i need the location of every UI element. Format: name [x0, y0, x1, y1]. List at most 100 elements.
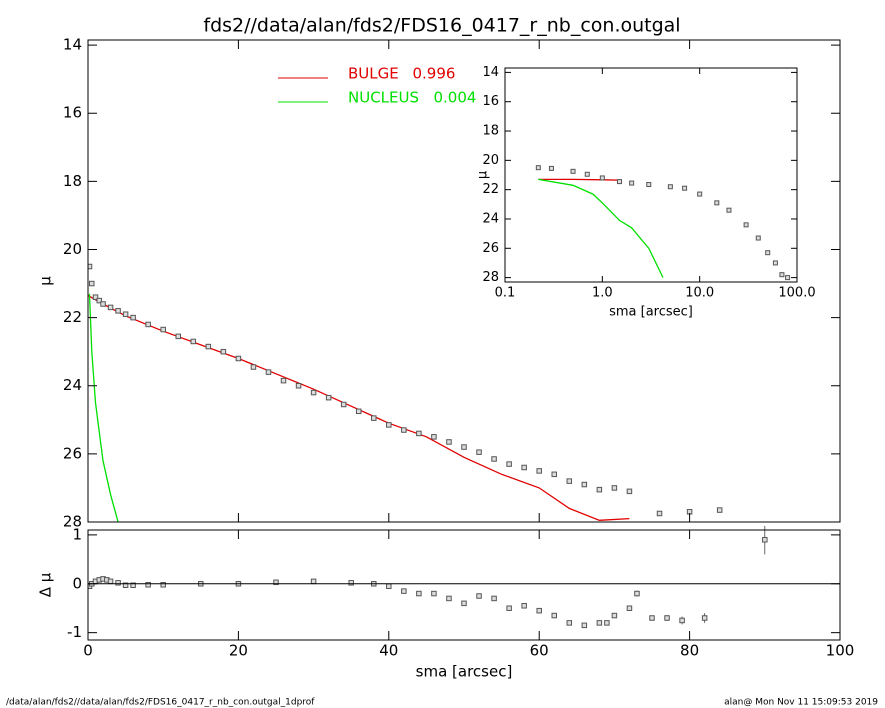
data-point — [325, 394, 332, 401]
data-point — [616, 179, 622, 185]
data-point — [772, 260, 778, 266]
inset-background — [505, 68, 797, 282]
data-point — [566, 478, 573, 484]
data-point — [701, 615, 708, 621]
data-point — [535, 165, 541, 171]
data-point — [250, 364, 257, 370]
data-point — [145, 321, 151, 328]
data-point — [122, 311, 129, 317]
x-axis-label: sma [arcsec] — [609, 305, 693, 320]
plot-frame — [87, 39, 841, 523]
data-point — [96, 297, 103, 304]
data-point — [755, 235, 761, 241]
x-tick-label: 10.0 — [685, 286, 714, 301]
data-point — [664, 615, 670, 621]
y-tick-label: 20 — [482, 153, 499, 168]
model-line — [88, 293, 119, 522]
legend-label: NUCLEUS — [348, 89, 419, 107]
y-tick-label: 24 — [482, 211, 499, 226]
data-point — [491, 456, 497, 462]
data-point — [611, 485, 618, 491]
data-point — [175, 333, 181, 340]
data-point — [401, 588, 407, 594]
y-tick-label: 18 — [63, 172, 82, 190]
data-point — [611, 612, 618, 619]
data-point — [416, 590, 422, 597]
data-point — [679, 617, 685, 624]
data-point — [697, 191, 703, 197]
y-tick-label: 1 — [72, 525, 82, 543]
x-tick-label: 1.0 — [592, 286, 613, 301]
data-point — [599, 175, 605, 181]
data-point — [476, 449, 482, 455]
data-point — [310, 389, 317, 396]
data-point — [551, 612, 557, 619]
data-point — [765, 250, 771, 256]
y-axis-label: μ — [476, 171, 491, 179]
data-point — [89, 280, 95, 287]
data-point — [107, 578, 114, 585]
data-point — [743, 222, 749, 228]
data-point — [634, 590, 640, 597]
y-tick-label: 28 — [63, 513, 82, 531]
y-tick-label: 22 — [63, 308, 82, 326]
data-point — [581, 481, 588, 488]
x-tick-label: 20 — [229, 642, 248, 660]
data-point — [205, 343, 212, 350]
data-point — [656, 510, 663, 517]
data-point — [130, 314, 136, 321]
y-tick-label: 24 — [63, 376, 82, 394]
y-axis-label: μ — [37, 276, 55, 286]
data-point — [355, 408, 362, 415]
data-point — [714, 200, 720, 206]
data-point — [604, 620, 610, 626]
data-point — [570, 168, 576, 174]
data-point — [584, 171, 590, 177]
plot-area — [88, 263, 723, 522]
data-point — [566, 620, 573, 626]
x-tick-label: 0.1 — [495, 286, 516, 301]
x-tick-label: 100.0 — [778, 286, 815, 301]
data-point — [521, 603, 527, 609]
data-point — [596, 620, 603, 626]
data-point — [536, 607, 542, 614]
y-tick-label: 26 — [63, 444, 82, 462]
data-point — [446, 439, 452, 445]
data-point — [581, 622, 588, 629]
data-point — [235, 355, 242, 362]
data-point — [115, 308, 121, 314]
model-line — [538, 178, 620, 181]
data-point — [521, 464, 527, 471]
y-tick-label: 14 — [63, 36, 82, 54]
x-tick-label: 60 — [530, 642, 549, 660]
data-point — [386, 583, 392, 589]
data-point — [92, 294, 99, 300]
x-tick-label: 0 — [83, 642, 93, 660]
data-point — [461, 444, 467, 450]
data-point — [190, 338, 197, 345]
legend-fraction: 0.996 — [413, 65, 456, 83]
data-point — [273, 579, 279, 586]
data-point — [667, 184, 673, 190]
x-axis-label: sma [arcsec] — [416, 663, 513, 681]
plot-frame — [504, 67, 798, 283]
y-tick-label: 16 — [63, 104, 82, 122]
data-point — [348, 580, 354, 586]
data-point — [130, 582, 136, 588]
data-point — [649, 615, 655, 621]
footer-left: /data/alan/fds2//data/alan/fds2/FDS16_04… — [6, 698, 315, 708]
data-point — [220, 348, 227, 355]
data-point — [596, 486, 603, 493]
y-tick-label: 0 — [72, 574, 82, 592]
data-point — [371, 415, 377, 421]
data-point — [431, 434, 437, 440]
y-tick-label: -1 — [67, 623, 82, 641]
y-tick-label: 28 — [482, 270, 499, 285]
plot-area — [535, 165, 791, 281]
legend-fraction: 0.004 — [434, 89, 477, 107]
y-tick-label: 16 — [482, 94, 499, 109]
legend-label: BULGE — [348, 65, 399, 83]
data-point — [310, 578, 317, 585]
data-point — [107, 304, 114, 311]
data-point — [446, 595, 452, 602]
